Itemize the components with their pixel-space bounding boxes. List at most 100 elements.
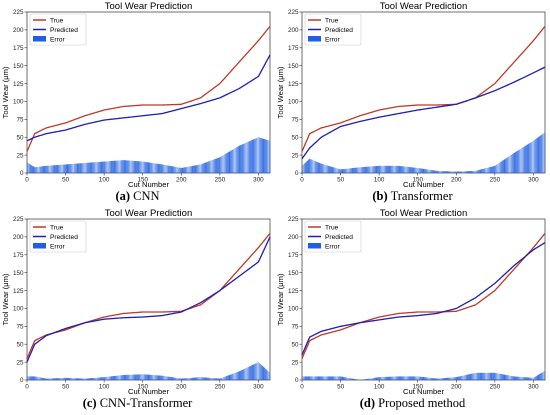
- chart-cnn: 0 50 100 150 200 250 300 0 25 50 75 100 125 150 175 200…: [1, 1, 271, 189]
- error-bar: [225, 153, 227, 173]
- error-bar: [45, 378, 46, 380]
- error-bar: [394, 376, 395, 380]
- error-bar: [313, 376, 315, 380]
- error-bar: [522, 147, 524, 173]
- error-bar: [83, 378, 85, 380]
- error-bar: [84, 162, 86, 173]
- error-bar: [32, 376, 34, 380]
- error-bar: [234, 148, 235, 173]
- error-bar: [319, 163, 321, 173]
- error-bar: [136, 161, 138, 173]
- x-tick-label: 100: [99, 384, 110, 391]
- error-bar: [222, 377, 224, 380]
- error-bar: [87, 378, 89, 380]
- error-bar: [383, 165, 385, 173]
- error-bars: [26, 362, 271, 380]
- error-bar: [44, 166, 46, 173]
- error-bar: [528, 377, 530, 380]
- error-bar: [334, 376, 336, 380]
- error-bar: [178, 378, 180, 380]
- error-bar: [141, 161, 143, 173]
- error-bar: [403, 166, 405, 173]
- error-bar: [526, 144, 528, 173]
- error-bar: [95, 377, 97, 380]
- error-bar: [416, 167, 418, 173]
- error-bar: [533, 140, 534, 173]
- error-bar: [80, 163, 82, 173]
- error-bar: [101, 377, 103, 380]
- error-bar: [180, 378, 182, 380]
- error-bar: [207, 377, 208, 380]
- y-tick-label: 50: [291, 341, 299, 348]
- error-bar: [163, 164, 164, 173]
- error-bar: [372, 166, 374, 173]
- error-bar: [205, 377, 207, 380]
- error-bar: [248, 366, 249, 380]
- error-bar: [45, 165, 46, 173]
- error-bar: [170, 165, 171, 173]
- error-bar: [479, 372, 480, 380]
- panel-a: 0 50 100 150 200 250 300 0 25 50 75 100 125 150 175 200…: [0, 0, 275, 207]
- error-bar: [133, 160, 135, 173]
- error-bar: [200, 377, 201, 380]
- error-bar: [492, 166, 493, 173]
- error-bar: [42, 377, 44, 380]
- error-bar: [189, 377, 191, 380]
- error-bar: [91, 378, 93, 380]
- error-bar: [426, 377, 428, 380]
- error-bar: [76, 378, 78, 380]
- error-bar: [532, 377, 534, 380]
- error-bar: [224, 154, 225, 173]
- error-bar: [81, 163, 83, 173]
- error-bar: [69, 378, 71, 380]
- error-bar: [31, 165, 33, 173]
- error-bar: [388, 165, 389, 173]
- error-bar: [55, 378, 57, 380]
- error-bar: [409, 376, 411, 380]
- error-bar: [470, 171, 472, 173]
- error-bar: [232, 373, 234, 380]
- error-bar: [499, 162, 500, 173]
- error-bar: [140, 161, 142, 173]
- error-bar: [243, 143, 245, 173]
- error-bar: [536, 375, 537, 380]
- error-bar: [72, 378, 73, 380]
- error-bar: [502, 160, 504, 173]
- error-bar: [509, 156, 510, 173]
- error-bar: [391, 376, 393, 380]
- error-bar: [540, 135, 542, 173]
- error-bar: [219, 378, 221, 380]
- error-bar: [73, 163, 75, 173]
- error-bar: [429, 377, 431, 380]
- error-bar: [197, 164, 198, 173]
- error-bar: [261, 138, 262, 173]
- error-bar: [364, 379, 366, 380]
- error-bar: [221, 377, 223, 380]
- error-bar: [244, 368, 245, 380]
- error-bar: [519, 376, 520, 380]
- chart-title: Tool Wear Prediction: [105, 1, 192, 12]
- error-bar: [34, 167, 36, 173]
- error-bar: [227, 375, 229, 380]
- error-bar: [26, 376, 28, 380]
- error-bar: [374, 377, 375, 380]
- error-bar: [342, 376, 344, 380]
- error-bar: [431, 170, 432, 173]
- error-bar: [377, 377, 379, 380]
- error-bar: [515, 151, 517, 173]
- error-bar: [111, 376, 113, 380]
- error-bar: [235, 147, 237, 173]
- error-bar: [452, 171, 453, 173]
- error-bar: [324, 376, 326, 380]
- error-bar: [245, 142, 247, 173]
- error-bar: [339, 376, 341, 380]
- error-bar: [509, 155, 511, 173]
- error-bar: [508, 375, 510, 380]
- error-bar: [214, 159, 215, 173]
- error-bar: [479, 372, 481, 380]
- error-bar: [473, 373, 475, 380]
- error-bar: [72, 163, 74, 173]
- error-bar: [82, 378, 83, 380]
- error-bar: [150, 374, 152, 380]
- error-bar: [411, 167, 412, 173]
